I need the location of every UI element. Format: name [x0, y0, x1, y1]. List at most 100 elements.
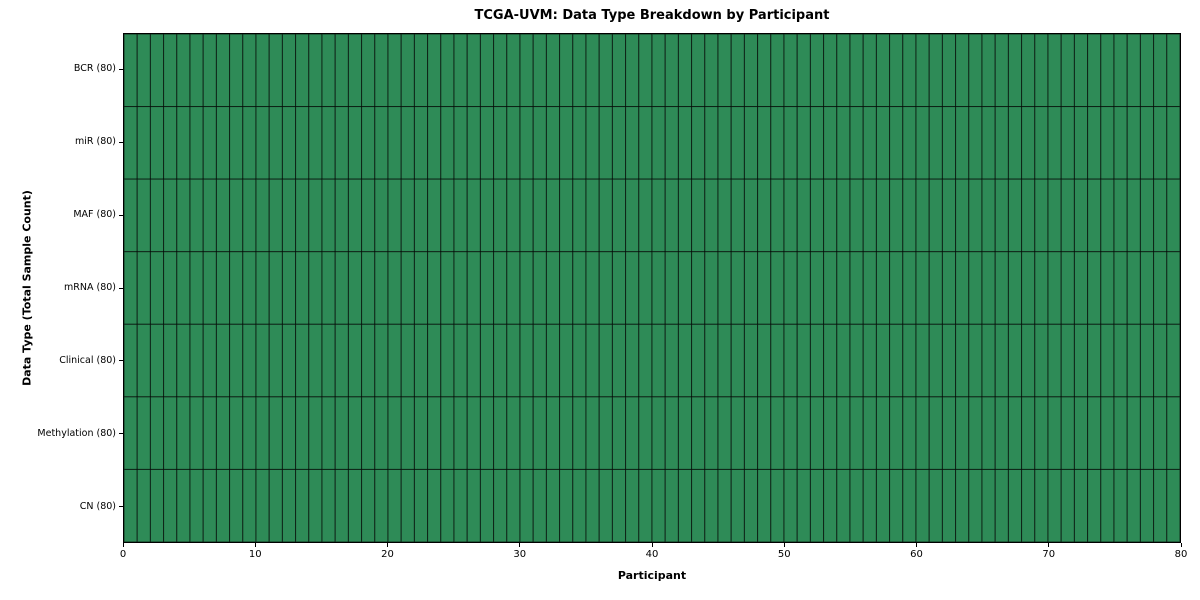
heatmap-cell: [255, 396, 270, 470]
heatmap-cell: [981, 106, 996, 180]
heatmap-cell: [281, 106, 297, 180]
heatmap-cell: [757, 106, 772, 180]
heatmap-cell: [295, 251, 310, 325]
heatmap-cell: [479, 323, 495, 398]
heatmap-cell: [783, 34, 798, 108]
heatmap-cell: [1113, 34, 1128, 108]
heatmap-cell: [809, 468, 825, 542]
x-tick-label: 0: [119, 549, 127, 560]
x-tick-mark: [1048, 543, 1050, 547]
heatmap-cell: [202, 34, 217, 108]
heatmap-cell: [704, 34, 719, 108]
heatmap-cell: [519, 178, 534, 253]
heatmap-cell: [928, 396, 943, 470]
heatmap-cell: [836, 323, 851, 398]
x-tick-label: 80: [1174, 549, 1188, 560]
heatmap-cell: [1126, 468, 1141, 542]
heatmap-cell: [796, 106, 811, 180]
heatmap-cell: [743, 468, 759, 542]
heatmap-cell: [1153, 178, 1168, 253]
heatmap-cell: [387, 34, 402, 108]
heatmap-cell: [387, 396, 402, 470]
heatmap-cell: [1047, 468, 1062, 542]
heatmap-cell: [598, 323, 613, 398]
heatmap-cell: [625, 178, 640, 253]
heatmap-cell: [163, 178, 178, 253]
heatmap-cell: [268, 396, 283, 470]
heatmap-cell: [968, 251, 983, 325]
heatmap-cell: [1034, 396, 1049, 470]
heatmap-cell: [176, 106, 191, 180]
heatmap-cell: [479, 396, 495, 470]
heatmap-cell: [770, 106, 785, 180]
heatmap-cell: [981, 251, 996, 325]
heatmap-cell: [1126, 106, 1141, 180]
heatmap-cell: [889, 468, 904, 542]
heatmap-cell: [638, 396, 653, 470]
heatmap-cell: [347, 323, 363, 398]
plot-area: Present Absent: [123, 33, 1181, 543]
heatmap-cell: [453, 396, 468, 470]
heatmap-cell: [163, 396, 178, 470]
heatmap-cell: [268, 178, 283, 253]
heatmap-cell: [836, 251, 851, 325]
heatmap-cell: [202, 106, 217, 180]
heatmap-cell: [400, 323, 415, 398]
heatmap-cell: [809, 396, 825, 470]
heatmap-cell: [545, 251, 561, 325]
heatmap-cell: [215, 468, 231, 542]
heatmap-cell: [757, 251, 772, 325]
heatmap-cell: [202, 178, 217, 253]
heatmap-cell: [559, 34, 574, 108]
heatmap-cell: [400, 178, 415, 253]
heatmap-cell: [308, 178, 323, 253]
heatmap-cell: [281, 396, 297, 470]
heatmap-cell: [1007, 106, 1023, 180]
heatmap-cell: [915, 396, 930, 470]
heatmap-cell: [809, 323, 825, 398]
heatmap-cell: [1113, 178, 1128, 253]
heatmap-cell: [928, 178, 943, 253]
heatmap-cell: [783, 178, 798, 253]
heatmap-cell: [453, 251, 468, 325]
heatmap-cell: [664, 34, 679, 108]
heatmap-cell: [994, 251, 1009, 325]
heatmap-cell: [585, 396, 600, 470]
heatmap-cell: [941, 323, 957, 398]
heatmap-cell: [281, 251, 297, 325]
heatmap-cell: [281, 468, 297, 542]
heatmap-cell: [572, 251, 587, 325]
heatmap-cell: [849, 396, 864, 470]
heatmap-cell: [717, 178, 732, 253]
heatmap-cell: [361, 106, 376, 180]
heatmap-cell: [691, 468, 706, 542]
heatmap-cell: [770, 178, 785, 253]
heatmap-cell: [413, 396, 429, 470]
heatmap-cell: [1139, 468, 1155, 542]
heatmap-cell: [176, 34, 191, 108]
heatmap-cell: [281, 178, 297, 253]
heatmap-grid: [124, 34, 1180, 542]
heatmap-cell: [704, 106, 719, 180]
heatmap-cell: [321, 396, 336, 470]
heatmap-cell: [229, 323, 244, 398]
heatmap-cell: [625, 106, 640, 180]
heatmap-cell: [836, 468, 851, 542]
heatmap-cell: [136, 323, 151, 398]
heatmap-cell: [968, 323, 983, 398]
heatmap-cell: [334, 251, 349, 325]
heatmap-cell: [1100, 468, 1115, 542]
heatmap-cell: [189, 251, 204, 325]
heatmap-cell: [770, 396, 785, 470]
heatmap-cell: [889, 34, 904, 108]
heatmap-cell: [215, 34, 231, 108]
heatmap-cell: [149, 34, 165, 108]
heatmap-cell: [189, 396, 204, 470]
heatmap-cell: [413, 251, 429, 325]
heatmap-cell: [1139, 178, 1155, 253]
heatmap-cell: [875, 468, 891, 542]
heatmap-cell: [955, 34, 970, 108]
heatmap-cell: [493, 251, 508, 325]
heatmap-cell: [651, 251, 666, 325]
heatmap-cell: [440, 178, 455, 253]
